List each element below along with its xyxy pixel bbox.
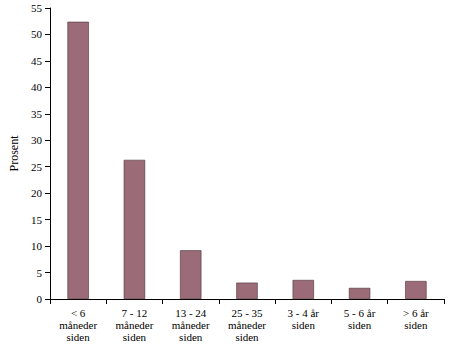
svg-text:siden: siden [67,331,91,343]
svg-text:7 - 12: 7 - 12 [122,307,148,319]
svg-text:< 6: < 6 [71,307,86,319]
svg-text:50: 50 [31,28,43,40]
svg-text:25 - 35: 25 - 35 [231,307,263,319]
svg-text:55: 55 [31,2,43,14]
svg-text:siden: siden [404,319,428,331]
svg-text:måneder: måneder [59,319,97,331]
svg-text:20: 20 [31,187,43,199]
svg-text:> 6 år: > 6 år [403,307,429,319]
svg-text:0: 0 [37,293,43,305]
svg-text:siden: siden [235,331,259,343]
svg-text:30: 30 [31,134,43,146]
svg-text:45: 45 [31,55,43,67]
svg-text:5: 5 [37,267,43,279]
svg-text:5 - 6 år: 5 - 6 år [344,307,376,319]
svg-text:40: 40 [31,81,43,93]
svg-text:25: 25 [31,161,43,173]
svg-text:siden: siden [179,331,203,343]
svg-text:15: 15 [31,214,43,226]
svg-text:måneder: måneder [172,319,210,331]
svg-text:10: 10 [31,240,43,252]
svg-text:siden: siden [348,319,372,331]
svg-text:Prosent: Prosent [7,135,21,172]
svg-text:måneder: måneder [228,319,266,331]
svg-text:35: 35 [31,108,43,120]
svg-text:3 - 4 år: 3 - 4 år [288,307,320,319]
svg-text:13 - 24: 13 - 24 [175,307,207,319]
svg-text:måneder: måneder [115,319,153,331]
svg-text:siden: siden [292,319,316,331]
svg-text:siden: siden [123,331,147,343]
